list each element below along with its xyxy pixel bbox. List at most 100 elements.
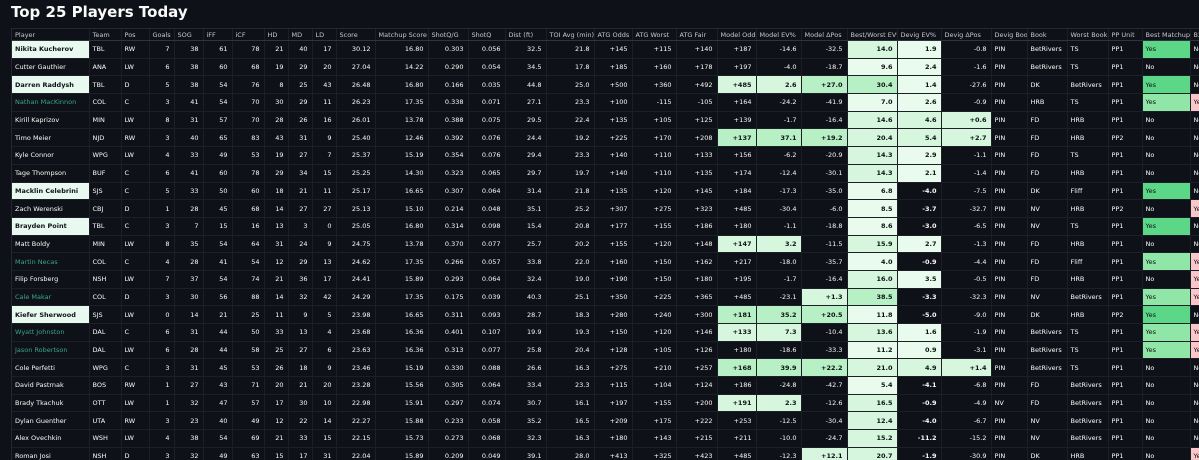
column-header[interactable]: TOI Avg (min) (546, 29, 595, 41)
column-header[interactable]: Devig ΔPos (941, 29, 992, 41)
table-cell: BetRivers (1027, 358, 1068, 378)
column-header[interactable]: Dist (ft) (505, 29, 547, 41)
table-row[interactable]: Zach Werenski CBJ D 1 28 45 68 14 27 27 25.13 15.10… (12, 199, 1199, 218)
table-cell: 15 (203, 217, 233, 236)
table-cell: LW (121, 111, 150, 130)
column-header[interactable]: Best/Worst EV% (847, 29, 898, 41)
column-header[interactable]: Model EV% (756, 29, 802, 41)
table-cell: 26 (264, 358, 289, 378)
table-cell: Yes (1142, 323, 1191, 342)
column-header[interactable]: ATG Worst (632, 29, 677, 41)
table-row[interactable]: Darren Raddysh TBL D 5 38 54 76 8 25 43 26.48 16.80… (12, 75, 1199, 95)
table-cell: 16.65 (375, 182, 429, 201)
table-cell: -0.9 (941, 93, 992, 112)
table-cell: 22.27 (336, 411, 376, 431)
column-header[interactable]: HD (264, 29, 289, 41)
table-row[interactable]: Brady Tkachuk OTT LW 1 32 47 57 17 30 10 22.98 15.9… (12, 394, 1199, 413)
column-header[interactable]: Devig Book (991, 29, 1028, 41)
column-header[interactable]: LD (312, 29, 337, 41)
table-cell: 69 (232, 429, 265, 448)
table-row[interactable]: Nathan MacKinnon COL C 3 41 54 70 30 29 11 26.23 17… (12, 93, 1199, 112)
table-cell: +27.0 (801, 75, 848, 95)
table-cell: +160 (594, 252, 633, 271)
table-row[interactable]: Wyatt Johnston DAL C 6 31 44 50 33 13 4 23.68 16.36… (12, 323, 1199, 342)
column-header[interactable]: ATG Fair (676, 29, 718, 41)
table-cell: +323 (676, 199, 718, 218)
column-header[interactable]: Book (1027, 29, 1068, 41)
table-cell: +145 (676, 182, 718, 201)
table-cell: 5.4 (897, 128, 942, 148)
table-cell: 15.89 (375, 270, 429, 289)
table-row[interactable]: Brayden Point TBL C 3 7 15 16 13 3 0 25.05 16.80 0.3… (12, 217, 1199, 236)
table-cell: -4.0 (897, 411, 942, 431)
table-cell: 1 (149, 199, 175, 218)
column-header[interactable]: MD (288, 29, 313, 41)
table-row[interactable]: Kirill Kaprizov MIN LW 8 31 57 70 28 26 16 26.01 13… (12, 111, 1199, 130)
column-header[interactable]: Score (336, 29, 376, 41)
table-cell: HRB (1067, 199, 1109, 218)
table-row[interactable]: Martin Necas COL C 4 28 41 54 12 29 13 24.62 17.35 0… (12, 252, 1199, 271)
table-cell: 3 (149, 411, 175, 431)
table-row[interactable]: Kiefer Sherwood SJS LW 0 14 21 25 11 9 5 23.98 16.6… (12, 305, 1199, 324)
table-cell: 23.3 (546, 376, 595, 395)
column-header[interactable]: B2B (1190, 29, 1199, 41)
table-row[interactable]: Cutter Gauthier ANA LW 6 38 60 68 19 29 20 27.04 14… (12, 58, 1199, 77)
table-cell: PP1 (1108, 288, 1143, 307)
column-header[interactable]: SOG (174, 29, 204, 41)
table-cell: 29 (264, 164, 289, 183)
column-header[interactable]: ATG Odds (594, 29, 633, 41)
table-cell: +197 (717, 58, 757, 77)
table-cell: +170 (632, 128, 677, 148)
table-row[interactable]: Alex Ovechkin WSH LW 4 38 54 69 21 33 15 22.15 15.7… (12, 429, 1199, 448)
column-header[interactable]: Player (12, 29, 90, 41)
column-header[interactable]: Worst Book (1067, 29, 1109, 41)
player-name-cell: Jason Robertson (12, 341, 90, 360)
table-row[interactable]: Cale Makar COL D 3 30 56 88 14 32 42 24.29 17.35 0.1… (12, 288, 1199, 307)
column-header[interactable]: iCF (232, 29, 265, 41)
table-cell: D (121, 288, 150, 307)
table-cell: +275 (594, 358, 633, 378)
column-header[interactable]: iFF (203, 29, 233, 41)
table-cell: No (1190, 128, 1199, 148)
column-header[interactable]: Matchup Score (375, 29, 429, 41)
table-row[interactable]: Filip Forsberg NSH LW 7 37 54 74 21 36 17 24.41 15.… (12, 270, 1199, 289)
table-row[interactable]: Jason Robertson DAL LW 6 28 44 58 25 27 6 23.63 16.… (12, 341, 1199, 360)
table-cell: -15.2 (941, 429, 992, 448)
table-row[interactable]: Matt Boldy MIN LW 8 35 54 64 31 24 9 24.75 13.78 0.3… (12, 235, 1199, 254)
column-header[interactable]: Model Odds (717, 29, 757, 41)
table-cell: +147 (717, 235, 757, 254)
table-cell: 31 (312, 447, 337, 460)
column-header[interactable]: Pos (121, 29, 150, 41)
table-row[interactable]: Kyle Connor WPG LW 4 33 49 53 19 27 7 25.37 15.19 0.… (12, 146, 1199, 165)
column-header[interactable]: ShotQ (468, 29, 506, 41)
column-header[interactable]: ShotQ/G (428, 29, 469, 41)
table-row[interactable]: David Pastrnak BOS RW 1 27 43 71 20 21 20 23.28 15.… (12, 376, 1199, 395)
table-row[interactable]: Timo Meier NJD RW 3 40 65 83 43 31 9 25.40 12.46 0.3… (12, 128, 1199, 148)
table-row[interactable]: Nikita Kucherov TBL RW 7 38 61 78 21 40 17 30.12 16… (12, 40, 1199, 59)
column-header[interactable]: Goals (149, 29, 175, 41)
table-cell: -12.4 (756, 164, 802, 183)
table-row[interactable]: Dylan Guenther UTA RW 3 23 40 49 12 22 14 22.27 15.… (12, 411, 1199, 431)
table-cell: DK (1027, 305, 1068, 324)
table-row[interactable]: Cole Perfetti WPG C 3 31 45 53 26 18 9 23.46 15.19 0… (12, 358, 1199, 378)
table-cell: 38 (174, 40, 204, 59)
table-cell: 8 (264, 75, 289, 95)
table-cell: -6.2 (756, 146, 802, 165)
table-row[interactable]: Macklin Celebrini SJS C 5 33 50 60 18 21 11 25.17 1… (12, 182, 1199, 201)
table-cell: 29.7 (505, 164, 547, 183)
player-name-cell: Matt Boldy (12, 235, 90, 254)
column-header[interactable]: Team (89, 29, 122, 41)
column-header[interactable]: PP Unit (1108, 29, 1143, 41)
table-cell: WPG (89, 146, 122, 165)
column-header[interactable]: Devig EV% (897, 29, 942, 41)
table-cell: -12.5 (756, 411, 802, 431)
column-header[interactable]: Model ΔPos (801, 29, 848, 41)
column-header[interactable]: Best Matchup (1142, 29, 1191, 41)
table-row[interactable]: Tage Thompson BUF C 6 41 60 78 29 34 15 25.25 14.30… (12, 164, 1199, 183)
table-row[interactable]: Roman Josi NSH D 3 32 49 63 15 17 31 22.04 15.89 0.2… (12, 447, 1199, 460)
players-table[interactable]: Player Team Pos Goals SOG iFF iCF HD MD LD Score Ma… (11, 28, 1199, 460)
table-cell: +128 (594, 341, 633, 360)
table-cell: -24.8 (756, 376, 802, 395)
table-cell: -35.7 (801, 252, 848, 271)
table-cell: 16 (232, 217, 265, 236)
